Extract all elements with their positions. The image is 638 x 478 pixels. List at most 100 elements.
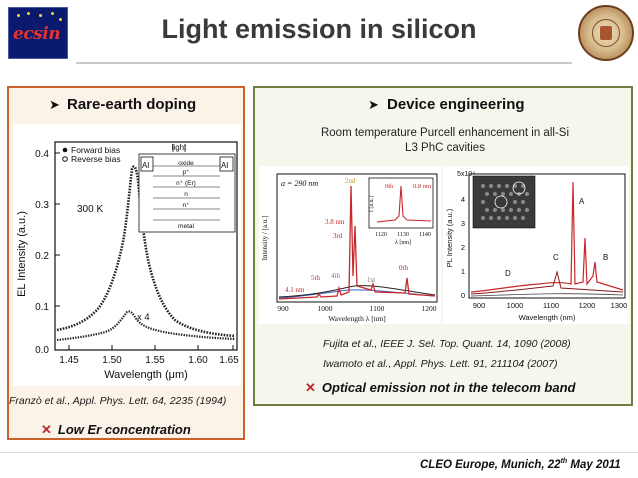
cross-icon: ✕ <box>41 422 52 437</box>
x-tick: 1.50 <box>102 355 122 366</box>
forward-bias-curve <box>56 165 236 338</box>
y-tick: 0.0 <box>35 345 49 356</box>
inset-layer: metal <box>178 223 194 230</box>
arrow-bullet-icon: ➤ <box>49 97 60 112</box>
logo-text: ecsin <box>13 24 61 44</box>
inset-light-label: light <box>172 143 187 152</box>
reference-iwamoto: Iwamoto et al., Appl. Phys. Lett. 91, 21… <box>323 358 558 370</box>
y-tick: 0.4 <box>35 149 49 160</box>
inset-width: 0.8 nm <box>413 183 431 190</box>
reference-fujita: Fujita et al., IEEE J. Sel. Top. Quant. … <box>323 338 571 350</box>
y-tick: 4 <box>461 195 465 204</box>
inset-al-right: Al <box>221 161 228 170</box>
mode-label: 5th <box>311 274 320 282</box>
inset-peak: 0th <box>385 183 394 190</box>
mode-label: 4.1 nm <box>285 286 305 294</box>
device-engineering-panel: ➤ Device engineering Room temperature Pu… <box>253 86 633 406</box>
cross-icon: ✕ <box>305 380 316 395</box>
x-tick: 1.65 <box>219 355 239 366</box>
mode-label: 2nd <box>345 177 356 185</box>
x-axis-label: Wavelength (μm) <box>104 369 188 381</box>
ecsin-logo: ecsin <box>8 7 68 59</box>
inset-ylabel: I [a.u.] <box>369 196 375 212</box>
university-seal <box>578 5 634 61</box>
drawback-text: Optical emission not in the telecom band <box>321 380 576 395</box>
mode-label: 0th <box>399 264 408 272</box>
mode-label: 4th <box>331 272 340 280</box>
title-divider <box>76 62 572 64</box>
footer-sup: th <box>560 458 568 465</box>
peak-label: A <box>579 197 585 206</box>
mode-label: 3.8 nm <box>325 218 345 226</box>
x-tick: 900 <box>473 301 486 310</box>
footer-divider <box>0 452 638 453</box>
y-tick: 2 <box>461 243 465 252</box>
peak-label: C <box>553 253 559 262</box>
pl-spectrum-a <box>470 181 624 293</box>
arrow-bullet-icon: ➤ <box>368 97 379 112</box>
x-tick: 1.55 <box>145 355 165 366</box>
drawback-note: ✕ Low Er concentration <box>41 422 191 438</box>
x-tick: 1000 <box>318 304 333 313</box>
legend-reverse: Reverse bias <box>71 154 121 164</box>
purcell-caption: Room temperature Purcell enhancement in … <box>320 127 569 154</box>
footer-event: CLEO Europe, Munich, 22 <box>420 458 561 471</box>
x-tick: 1000 <box>507 301 524 310</box>
logo-star-icon <box>17 14 20 17</box>
conference-footer: CLEO Europe, Munich, 22th May 2011 <box>420 458 621 471</box>
drawback-text: Low Er concentration <box>57 422 191 437</box>
multiplier-label: x 4 <box>137 312 150 323</box>
reverse-bias-curve <box>56 310 236 342</box>
x-axis-label: Wavelength (nm) <box>519 313 576 322</box>
x-tick: 1100 <box>370 304 385 313</box>
mode-label: 3rd <box>333 232 343 240</box>
x-tick: 900 <box>277 304 289 313</box>
y-tick: 0.3 <box>35 200 49 211</box>
inset-layer: oxide <box>178 160 194 167</box>
logo-star-icon <box>59 18 62 21</box>
drawback-note: ✕ Optical emission not in the telecom ban… <box>305 380 575 396</box>
y-scale: 5x10⁴ <box>457 171 475 178</box>
y-tick: 0 <box>461 291 465 300</box>
temperature-label: 300 K <box>77 204 103 215</box>
x-tick: 1200 <box>579 301 596 310</box>
x-axis-label: Wavelength λ [nm] <box>328 314 386 323</box>
mode-label: 1st <box>367 276 375 284</box>
inset-x-tick: 1140 <box>419 232 431 238</box>
x-tick: 1.60 <box>188 355 208 366</box>
x-tick: 1200 <box>422 304 437 313</box>
x-tick: 1100 <box>543 301 559 310</box>
q-factor-inset: I [a.u.] 0th 0.8 nm 1120 1130 1140 λ [nm… <box>368 177 434 246</box>
logo-star-icon <box>27 12 30 15</box>
device-structure-inset: light Al Al oxide p⁺ n⁺ (Er) n n⁺ <box>138 143 236 233</box>
inset-layer: n <box>184 191 188 198</box>
rare-earth-panel: ➤ Rare-earth doping 0.4 0.3 0.2 0.1 0.0 <box>7 86 245 440</box>
panel-heading: Rare-earth doping <box>67 96 197 113</box>
y-axis-label: Intensity / [a.u.] <box>261 216 269 261</box>
inset-xlabel: λ [nm] <box>395 240 411 246</box>
logo-star-icon <box>51 12 54 15</box>
pl-spectrum-plot-fujita: a = 290 nm Intensity / [a.u.] 900 1000 1… <box>259 166 441 324</box>
y-axis-label: PL Intensity (a.u.) <box>445 208 454 267</box>
y-tick: 0.1 <box>35 302 49 313</box>
pl-red-spectrum <box>278 185 436 300</box>
y-axis-label: EL Intensity (a.u.) <box>16 211 28 297</box>
y-tick: 3 <box>461 219 465 228</box>
inset-layer: n⁺ (Er) <box>176 180 196 187</box>
pl-spectrum-plot-iwamoto: 5x10⁴ 4 3 2 1 0 PL Intensity (a.u.) 900 … <box>443 166 629 324</box>
lattice-label: a = 290 nm <box>281 179 318 188</box>
x-tick: 1300 <box>611 301 628 310</box>
el-spectrum-plot: 0.4 0.3 0.2 0.1 0.0 1.45 1.50 1.55 1.60 … <box>13 124 241 386</box>
inset-al-left: Al <box>142 161 149 170</box>
panel-heading: Device engineering <box>387 96 525 113</box>
y-tick: 1 <box>461 267 465 276</box>
inset-layer: n⁺ <box>182 202 190 209</box>
legend-forward: Forward bias <box>71 145 120 155</box>
inset-x-tick: 1130 <box>397 232 409 238</box>
logo-star-icon <box>39 14 42 17</box>
footer-date: May 2011 <box>567 458 621 471</box>
y-tick: 0.2 <box>35 251 49 262</box>
x-tick: 1.45 <box>59 355 79 366</box>
inset-layer: p⁺ <box>182 169 190 176</box>
reference-franzo: Franzò et al., Appl. Phys. Lett. 64, 223… <box>9 395 227 407</box>
